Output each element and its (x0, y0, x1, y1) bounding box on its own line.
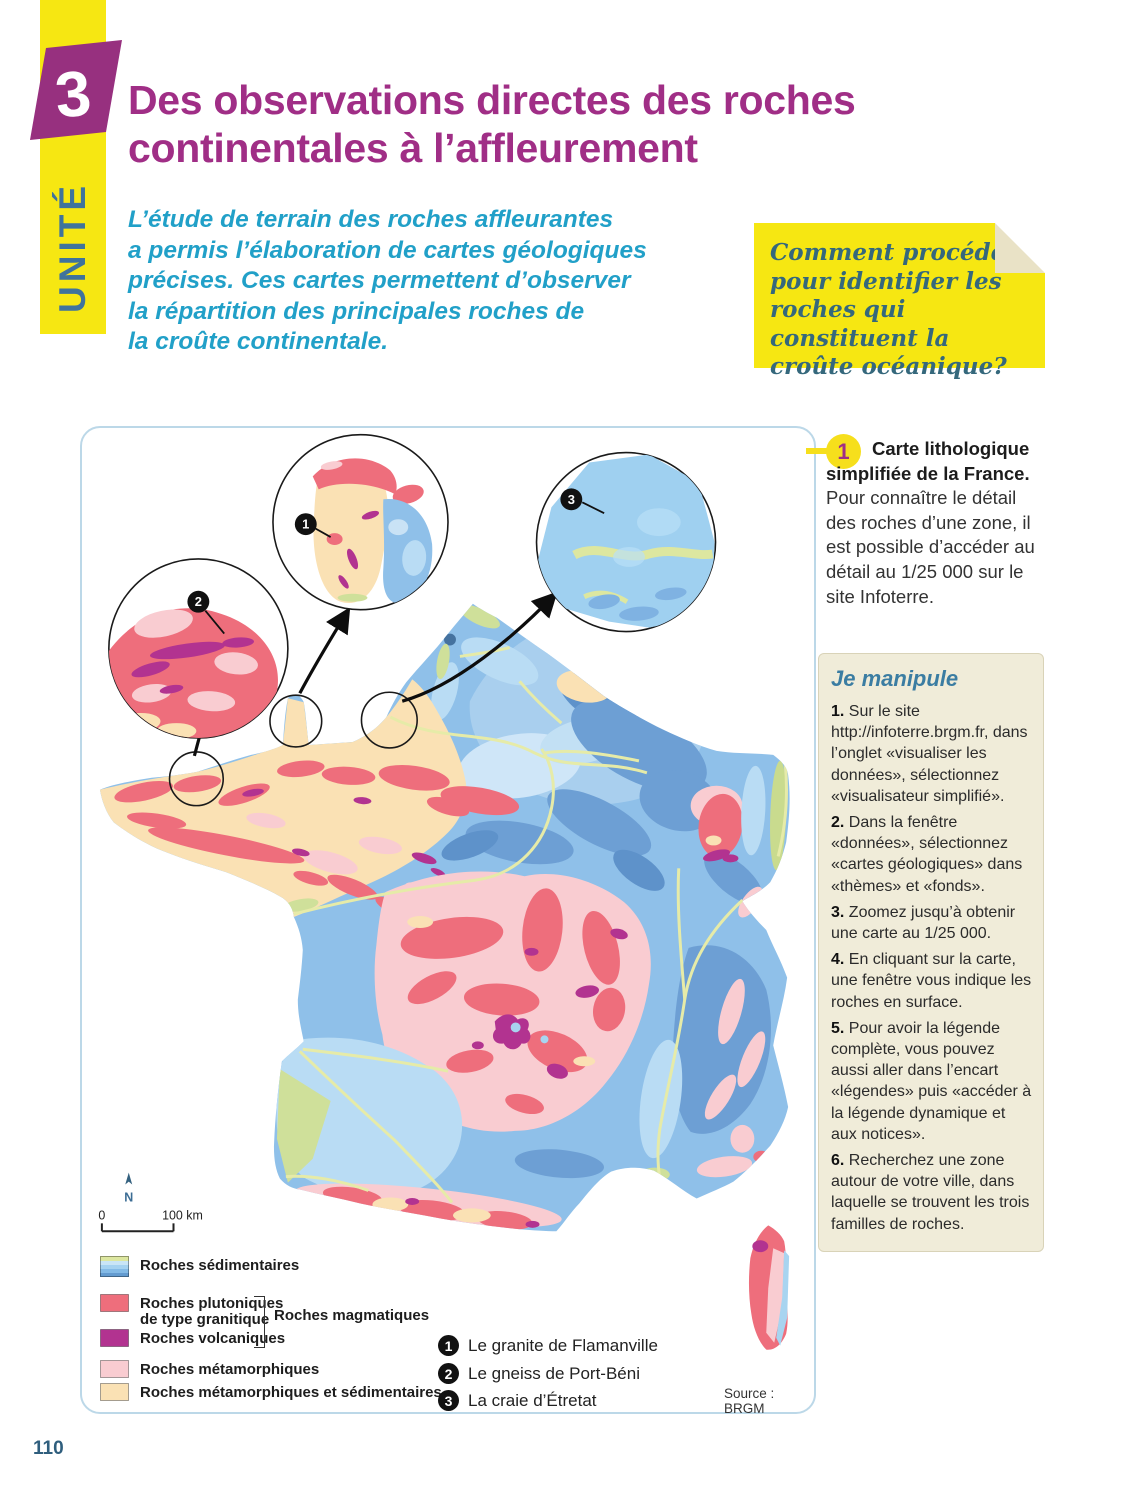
compass-north-icon: N (124, 1172, 133, 1204)
legend-item-plutonic: Roches plutoniques de type granitique (100, 1294, 300, 1328)
legend-label: Roches plutoniques de type granitique (140, 1295, 284, 1328)
legend-label: Roches métamorphiques (140, 1361, 320, 1378)
legend-item-volcanic: Roches volcaniques (100, 1329, 285, 1347)
sticky-note: Comment procéder pour identifier les roc… (754, 223, 1045, 380)
legend-item-metamorphic: Roches métamorphiques (100, 1360, 319, 1378)
step-number: 2. (831, 814, 845, 832)
legend-swatch-meta-sedimentary (100, 1383, 129, 1401)
rivers (285, 646, 788, 1204)
callout-label: La craie d’Étretat (468, 1390, 597, 1410)
unit-number: 3 (52, 57, 94, 132)
callout-label: Le granite de Flamanville (468, 1335, 658, 1355)
inset-port-beni: 2 (108, 558, 289, 739)
legend-item-meta-sedimentary: Roches métamorphiques et sédimentaires (100, 1383, 442, 1401)
step-text: En cliquant sur la carte, une fenêtre vo… (831, 951, 1032, 1011)
step-number: 3. (831, 903, 845, 921)
scale-start-label: 0 (98, 1208, 105, 1222)
figure-caption-title: Carte lithologique simplifiée de la Fran… (826, 438, 1030, 484)
figure-caption: Carte lithologique simplifiée de la Fran… (826, 437, 1050, 609)
callout-port-beni: 2 Le gneiss de Port-Béni (438, 1363, 640, 1384)
intro-line: la répartition des principales roches de (128, 297, 585, 325)
legend-label: Roches sédimentaires (140, 1257, 300, 1274)
scale-end-label: 100 km (162, 1208, 203, 1222)
je-manipule-heading: Je manipule (831, 666, 959, 691)
legend-item-sedimentary: Roches sédimentaires (100, 1256, 299, 1277)
map-source: Source : BRGM (724, 1386, 775, 1416)
intro-line: a permis l’élaboration de cartes géologi… (128, 236, 647, 264)
je-manipule-box: Je manipule 1. Sur le site http://infote… (818, 653, 1044, 1252)
unit-number-badge: 3 (30, 40, 122, 140)
unit-badge-shape (30, 40, 122, 140)
step-5: 5. Pour avoir la légende complète, vous … (831, 1018, 1033, 1145)
step-number: 6. (831, 1152, 845, 1170)
scale-bar (100, 1223, 175, 1233)
step-text: Recherchez une zone autour de votre vill… (831, 1152, 1030, 1233)
step-2: 2. Dans la fenêtre «données», sélectionn… (831, 812, 1033, 897)
france-mainland (99, 603, 790, 1232)
legend-group-label: Roches magmatiques (274, 1307, 430, 1324)
step-text: Sur le site http://infoterre.brgm.fr, da… (831, 703, 1028, 805)
compass-letter: N (124, 1190, 133, 1204)
sticky-note-question: Comment procéder pour identifier les roc… (770, 239, 1018, 380)
legend-label: Roches volcaniques (140, 1330, 286, 1347)
intro-line: précises. Ces cartes permettent d’observ… (128, 267, 631, 294)
page-title-line1: Des observations directes des roches (128, 77, 856, 123)
figure-number-badge: 1 (826, 434, 861, 469)
callout-number-disc: 1 (438, 1335, 459, 1356)
step-text: Dans la fenêtre «données», sélectionnez … (831, 814, 1023, 895)
step-text: Zoomez jusqu’à obtenir une carte au 1/25… (831, 903, 1016, 943)
step-text: Pour avoir la légende complète, vous pou… (831, 1019, 1032, 1143)
legend-swatch-plutonic (100, 1294, 129, 1312)
step-number: 4. (831, 951, 845, 969)
inset-marker-1: 1 (302, 517, 309, 532)
intro-line: L’étude de terrain des roches affleurant… (128, 206, 614, 233)
step-1: 1. Sur le site http://infoterre.brgm.fr,… (831, 701, 1033, 807)
inset-flamanville: 1 (272, 433, 449, 611)
callout-number-disc: 2 (438, 1363, 459, 1384)
legend-swatch-sedimentary (100, 1256, 129, 1277)
legend-swatch-metamorphic (100, 1360, 129, 1378)
page-number: 110 (33, 1438, 64, 1459)
legend-label: Roches métamorphiques et sédimentaires (140, 1384, 442, 1401)
figure-caption-text: Pour connaître le détail des roches d’un… (826, 487, 1035, 607)
page-title: Des observations directes des roches con… (128, 76, 1028, 172)
callout-label: Le gneiss de Port-Béni (468, 1363, 640, 1383)
unit-label: UNITÉ (52, 182, 93, 314)
step-6: 6. Recherchez une zone autour de votre v… (831, 1150, 1033, 1235)
intro-paragraph: L’étude de terrain des roches affleurant… (128, 205, 728, 358)
callout-etretat: 3 La craie d’Étretat (438, 1390, 597, 1411)
step-number: 5. (831, 1019, 845, 1037)
inset-marker-2: 2 (195, 594, 202, 609)
inset-marker-3: 3 (568, 492, 575, 507)
inset-etretat: 3 (535, 451, 717, 633)
step-number: 1. (831, 703, 845, 720)
callout-number-disc: 3 (438, 1390, 459, 1411)
lithological-map-svg: 2 (98, 433, 790, 1350)
step-3: 3. Zoomez jusqu’à obtenir une carte au 1… (831, 902, 1033, 944)
legend-swatch-volcanic (100, 1329, 129, 1347)
intro-line: la croûte continentale. (128, 328, 389, 355)
step-4: 4. En cliquant sur la carte, une fenêtre… (831, 949, 1033, 1013)
page-title-line2: continentales à l’affleurement (128, 125, 698, 171)
callout-flamanville: 1 Le granite de Flamanville (438, 1335, 658, 1356)
figure-panel: 2 (80, 426, 816, 1416)
magmatic-bracket (254, 1296, 265, 1348)
corsica (748, 1225, 790, 1350)
